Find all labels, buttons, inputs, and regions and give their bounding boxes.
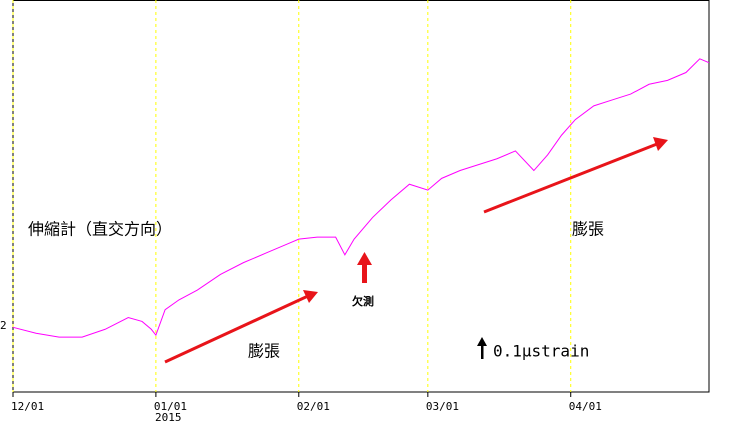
data-line <box>12 58 710 338</box>
x-tick-label: 03/01 <box>426 400 459 413</box>
arrow-head <box>303 290 318 303</box>
expansion-label: 膨張 <box>248 342 280 361</box>
scale-label: 0.1μstrain <box>493 342 589 361</box>
plot-frame <box>12 0 710 393</box>
missing-arrow-head <box>357 252 372 265</box>
x-tick-label: 02/01 <box>297 400 330 413</box>
arrow-line <box>164 294 309 364</box>
scale-arrow-head <box>477 337 487 346</box>
x-tick-label: 12/01 <box>11 400 44 413</box>
grid <box>12 0 572 392</box>
missing-arrow <box>362 263 367 283</box>
arrow-head <box>653 137 668 151</box>
year-label: 2015 <box>155 411 182 424</box>
x-tick-label: 04/01 <box>569 400 602 413</box>
arrows <box>164 137 668 364</box>
y-label-fragment: 2 <box>0 319 7 332</box>
x-tick-label: 01/01 <box>154 400 187 413</box>
series <box>12 58 710 338</box>
missing-label: 欠測 <box>352 294 374 308</box>
expansion-label: 膨張 <box>572 220 604 239</box>
scale-arrow <box>481 345 484 359</box>
instrument-label: 伸縮計（直交方向） <box>28 220 172 239</box>
arrow-line <box>483 142 658 214</box>
